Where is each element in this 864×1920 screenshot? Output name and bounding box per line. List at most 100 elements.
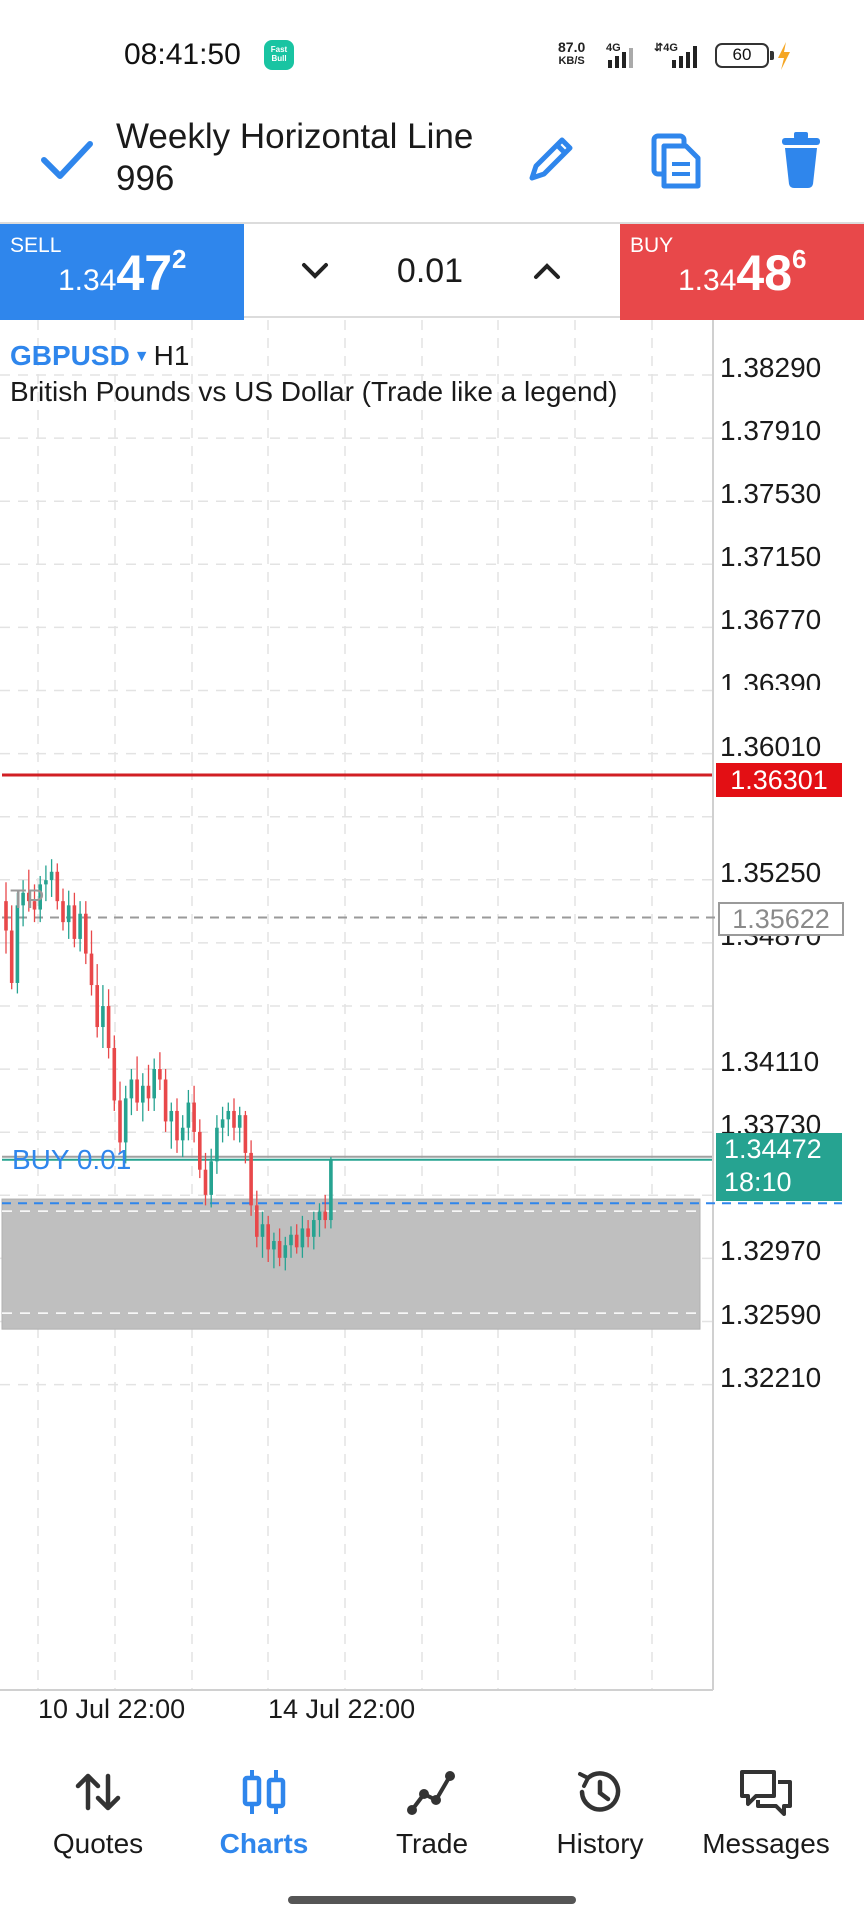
candle-body (198, 1131, 202, 1170)
candle-body (61, 901, 65, 923)
candle-body (27, 892, 31, 902)
sell-button[interactable]: SELL 1.34472 (0, 224, 244, 320)
buy-price-sup: 6 (792, 244, 807, 274)
zone-rectangle (1, 1198, 701, 1330)
pencil-icon[interactable] (516, 124, 586, 194)
nav-trade[interactable]: Trade (352, 1764, 512, 1874)
messages-icon (740, 1770, 792, 1816)
signal-4g-icon: 4G (606, 42, 633, 68)
nav-quotes[interactable]: Quotes (18, 1764, 178, 1874)
candle-body (129, 1079, 134, 1099)
candle-body (266, 1224, 270, 1250)
candle-body (89, 953, 94, 986)
candle-body (44, 880, 48, 885)
home-indicator[interactable] (288, 1896, 576, 1904)
charging-icon (778, 42, 790, 70)
caret-down-icon[interactable]: ▼ (133, 348, 150, 365)
candle-body (289, 1234, 293, 1246)
quotes-icon (75, 1773, 121, 1811)
horizontal-line-price-tag: 1.36301 (716, 763, 842, 797)
position-line-label: BUY 0.01 (12, 1144, 132, 1175)
buy-button[interactable]: BUY 1.34486 (620, 224, 864, 320)
buy-label: BUY (630, 234, 674, 257)
bottom-navigation: Quotes Charts Trade History Messages (0, 1724, 864, 1920)
candle-body (232, 1110, 236, 1128)
candle-body (32, 901, 37, 910)
candle-body (158, 1068, 162, 1080)
candle-body (323, 1211, 327, 1221)
timeframe[interactable]: H1 (153, 340, 190, 371)
svg-text:4G: 4G (606, 42, 621, 54)
candle-body (317, 1211, 322, 1221)
time-axis-label: 10 Jul 22:00 (38, 1694, 186, 1724)
candle-body (226, 1110, 231, 1120)
network-speed: 87.0 KB/S (558, 40, 585, 68)
candle-body (169, 1110, 174, 1122)
nav-label: Trade (395, 1828, 469, 1859)
candle-body (255, 1205, 259, 1237)
candle-body (55, 871, 60, 902)
candle-body (123, 1098, 128, 1143)
candle-body (186, 1102, 191, 1128)
candle-body (306, 1228, 310, 1237)
nav-charts[interactable]: Charts (184, 1764, 344, 1874)
price-axis-label: 1.37910 (720, 415, 822, 447)
signal-4g-icon-2: ⇵4G (654, 42, 697, 68)
price-axis-label: 1.32210 (720, 1361, 822, 1393)
lot-size[interactable]: 0.01 (396, 252, 464, 290)
candle-body (215, 1127, 219, 1162)
lot-decrease-icon[interactable] (290, 246, 340, 296)
symbol-selector[interactable]: GBPUSD ▼ H1 (10, 340, 189, 372)
tp-price-tag: 1.35622 (718, 902, 844, 936)
candle-body (106, 1006, 111, 1049)
price-chart[interactable] (0, 320, 864, 1722)
current-price: 1.34472 (724, 1134, 822, 1164)
candle-body (283, 1245, 288, 1258)
sell-price-big: 47 (116, 245, 173, 301)
candle-body (192, 1102, 196, 1132)
price-axis-label: 1.32590 (720, 1298, 822, 1330)
candle-body (112, 1048, 117, 1101)
candle-body (175, 1110, 179, 1141)
candle-body (180, 1127, 185, 1141)
candle-body (249, 1152, 253, 1206)
price-axis-label: 1.38290 (720, 352, 822, 383)
price-axis-label: 1.34110 (720, 1046, 820, 1078)
nav-messages[interactable]: Messages (686, 1764, 846, 1874)
nav-label: History (556, 1828, 644, 1859)
sell-price-sup: 2 (172, 244, 187, 274)
network-speed-value: 87.0 (558, 39, 586, 55)
time-axis-label: 14 Jul 22:00 (268, 1694, 416, 1724)
candle-body (78, 913, 82, 939)
lot-increase-icon[interactable] (522, 246, 572, 296)
symbol-name[interactable]: GBPUSD (10, 340, 130, 371)
candle-body (237, 1115, 242, 1128)
candle-body (220, 1119, 225, 1128)
nav-history[interactable]: History (520, 1764, 680, 1874)
candle-body (21, 892, 25, 906)
candle-body (49, 871, 54, 881)
chart-area[interactable]: GBPUSD ▼ H1 British Pounds vs US Dollar (T… (0, 320, 864, 1724)
candle-body (141, 1085, 145, 1103)
copy-icon[interactable] (640, 124, 710, 194)
check-icon[interactable] (36, 130, 96, 190)
trash-icon[interactable] (766, 124, 836, 194)
price-axis-label: 1.37530 (720, 478, 822, 510)
candle-body (312, 1220, 316, 1237)
candle-body (203, 1169, 208, 1195)
candle-body (300, 1228, 305, 1248)
trade-icon (407, 1771, 455, 1815)
sell-price-small: 1.34 (58, 264, 117, 297)
buy-price-small: 1.34 (678, 264, 737, 297)
candle-body (135, 1079, 139, 1103)
nav-label: Charts (219, 1828, 309, 1859)
candle-body (294, 1234, 299, 1248)
history-icon (578, 1771, 621, 1812)
buy-price-big: 48 (736, 245, 793, 301)
sell-price: 1.34472 (58, 244, 186, 302)
candle-body (84, 913, 88, 954)
candle-body (272, 1241, 276, 1250)
fastbull-app-icon: Fast Bull (264, 40, 294, 70)
page-title: Weekly Horizontal Line 996 (116, 117, 474, 198)
candle-body (163, 1079, 168, 1122)
